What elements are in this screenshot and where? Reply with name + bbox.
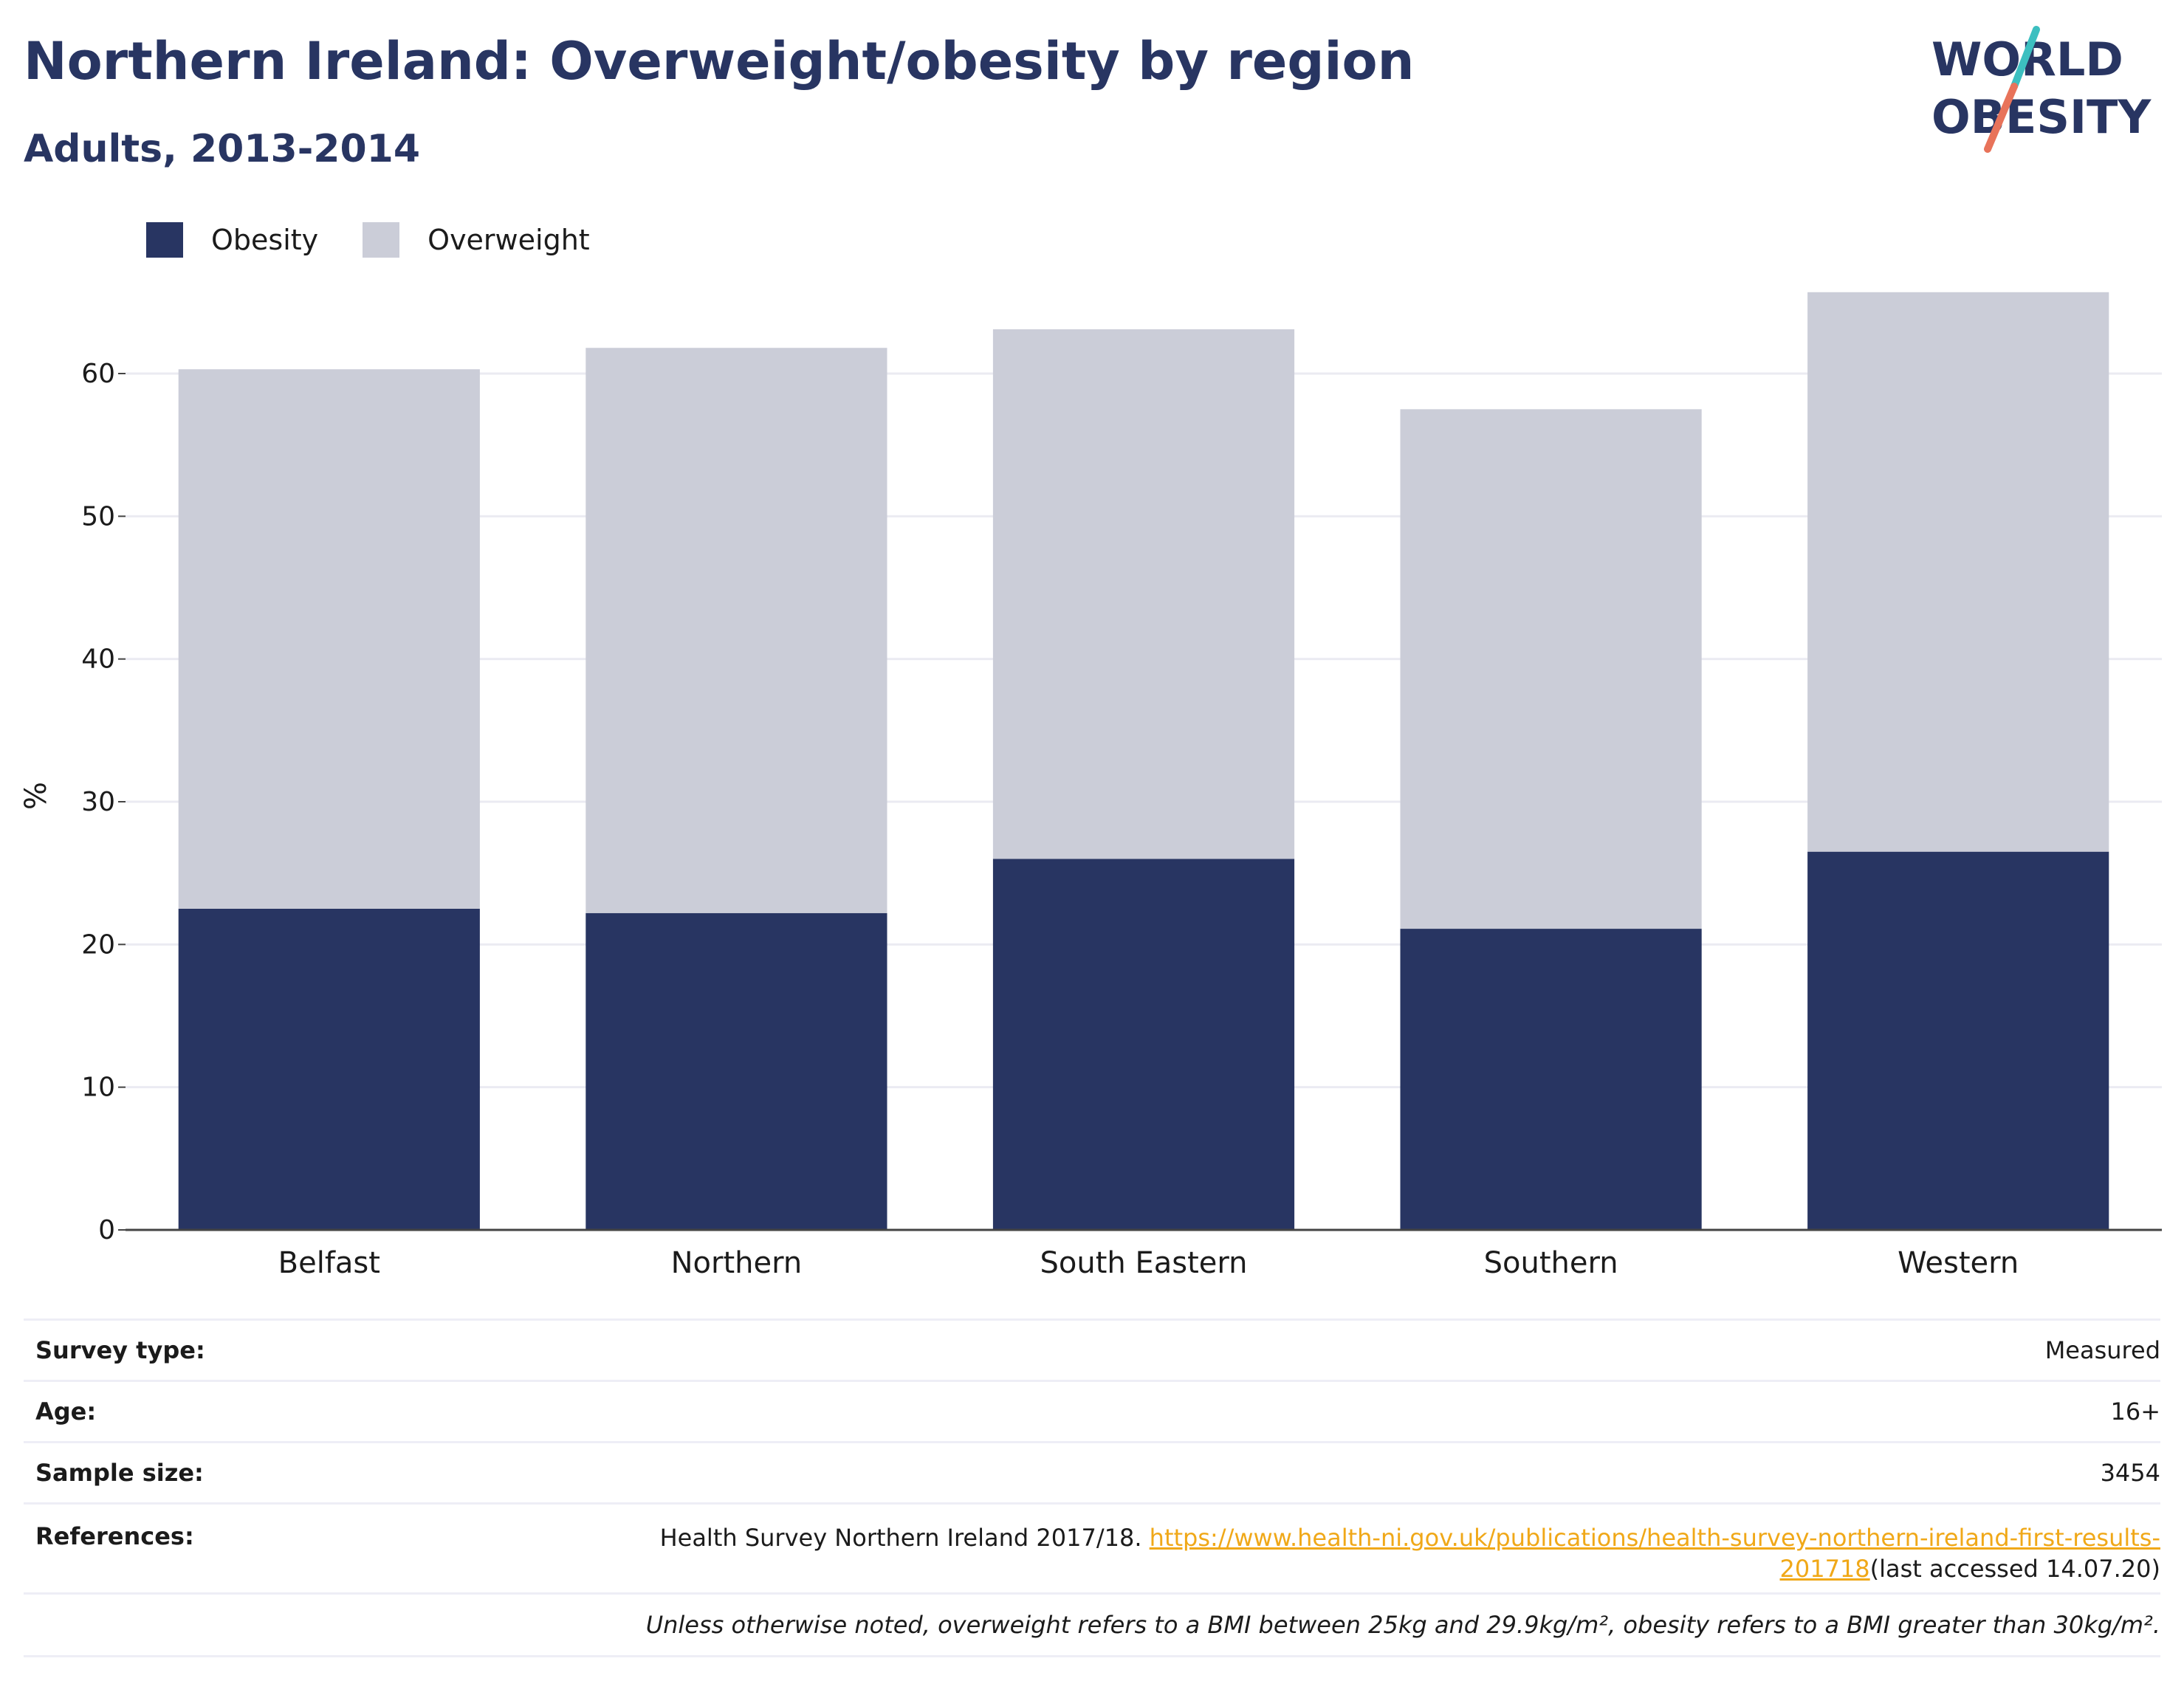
x-tick-label-western: Western	[1898, 1246, 2019, 1280]
stacked-bar-chart: 0 10 20 30 40 50 60% Belfast Northern South Easte…	[19, 292, 2162, 1280]
bar-obesity-belfast	[178, 909, 480, 1230]
logo-slash-orange	[1984, 83, 2018, 153]
x-tick-label-northern: Northern	[671, 1246, 803, 1280]
y-tick-label-0: 0	[98, 1215, 115, 1245]
survey-info-table: Survey type: Measured Age: 16+ Sample si…	[24, 1318, 2160, 1657]
y-tick-label-50: 50	[81, 501, 115, 532]
bar-overweight-western	[1807, 292, 2109, 852]
y-axis-label: %	[19, 782, 53, 810]
world-obesity-logo: WORLD OBESITY	[1931, 26, 2152, 153]
footnote-row: Unless otherwise noted, overweight refer…	[24, 1592, 2160, 1657]
y-tick-label-30: 30	[81, 787, 115, 817]
references-label: References:	[35, 1522, 194, 1550]
y-tick-label-10: 10	[81, 1073, 115, 1103]
bar-obesity-northern	[586, 912, 887, 1230]
reference-link-part1[interactable]: https://www.health-ni.gov.uk/publication…	[1149, 1524, 2160, 1552]
y-tick-label-40: 40	[81, 644, 115, 675]
references-text: Health Survey Northern Ireland 2017/18. …	[660, 1522, 2160, 1584]
survey-type-label: Survey type:	[35, 1336, 205, 1364]
legend-label-overweight: Overweight	[427, 224, 590, 256]
sample-size-value: 3454	[2100, 1459, 2160, 1487]
x-tick-label-south-eastern: South Eastern	[1040, 1246, 1248, 1280]
logo-slash-teal	[2010, 26, 2040, 90]
survey-type-value: Measured	[2044, 1336, 2160, 1364]
page-title: Northern Ireland: Overweight/obesity by …	[24, 31, 1415, 92]
x-tick-label-belfast: Belfast	[278, 1246, 380, 1280]
y-tick-label-60: 60	[81, 359, 115, 389]
survey-type-row: Survey type: Measured	[24, 1318, 2160, 1380]
reference-source: Health Survey Northern Ireland 2017/18.	[659, 1524, 1150, 1552]
chart-legend: Obesity Overweight	[146, 220, 634, 260]
logo-line2: OBESITY	[1931, 90, 2152, 144]
page-subtitle: Adults, 2013-2014	[24, 127, 421, 171]
bar-obesity-western	[1807, 851, 2109, 1230]
legend-label-obesity: Obesity	[211, 224, 319, 256]
bar-obesity-south-eastern	[992, 859, 1295, 1230]
legend-swatch-obesity	[146, 222, 183, 258]
bar-overweight-northern	[586, 348, 887, 913]
y-tick-label-20: 20	[81, 929, 115, 960]
legend-item-obesity[interactable]: Obesity	[146, 222, 318, 258]
bmi-footnote: Unless otherwise noted, overweight refer…	[645, 1611, 2160, 1639]
bar-obesity-southern	[1400, 929, 1702, 1230]
reference-accessed: (last accessed 14.07.20)	[1869, 1555, 2160, 1583]
bar-overweight-south-eastern	[992, 329, 1295, 859]
bar-overweight-belfast	[178, 369, 480, 909]
legend-swatch-overweight	[363, 222, 400, 258]
age-value: 16+	[2110, 1397, 2160, 1426]
legend-item-overweight[interactable]: Overweight	[363, 222, 590, 258]
sample-size-label: Sample size:	[35, 1459, 204, 1487]
age-row: Age: 16+	[24, 1380, 2160, 1441]
reference-link-part2[interactable]: 201718	[1779, 1555, 1870, 1583]
sample-size-row: Sample size: 3454	[24, 1441, 2160, 1502]
references-row: References: Health Survey Northern Irela…	[24, 1502, 2160, 1592]
x-tick-label-southern: Southern	[1484, 1246, 1618, 1280]
age-label: Age:	[35, 1397, 97, 1426]
bar-overweight-southern	[1400, 409, 1702, 929]
